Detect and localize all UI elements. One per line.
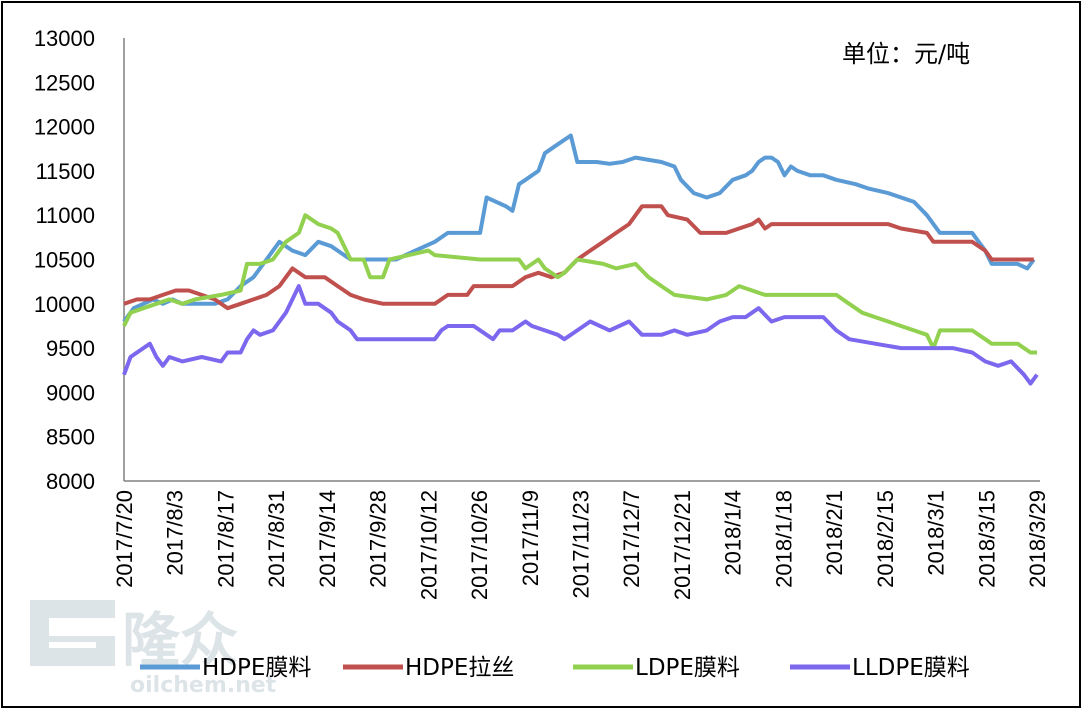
y-tick-label: 10000 bbox=[34, 292, 95, 317]
watermark-brand: 隆众 bbox=[122, 606, 238, 674]
x-tick-label: 2018/1/4 bbox=[721, 490, 746, 576]
series-line-1 bbox=[122, 133, 1036, 323]
series-line-2 bbox=[123, 204, 1034, 311]
x-tick-label: 2018/3/1 bbox=[924, 490, 949, 576]
x-tick-label: 2017/8/31 bbox=[264, 490, 289, 588]
x-tick-label: 2018/2/15 bbox=[873, 490, 898, 588]
y-tick-label: 11000 bbox=[35, 203, 95, 228]
y-tick-label: 8000 bbox=[46, 469, 95, 494]
x-tick-label: 2017/10/12 bbox=[416, 490, 441, 600]
series-lines bbox=[122, 133, 1039, 386]
legend-label: HDPE膜料 bbox=[202, 655, 311, 681]
watermark-logo-icon bbox=[30, 600, 115, 666]
x-tick-label: 2017/8/17 bbox=[213, 490, 238, 588]
x-tick-label: 2017/11/9 bbox=[518, 490, 543, 586]
x-tick-label: 2017/12/21 bbox=[670, 490, 695, 600]
x-tick-label: 2018/2/1 bbox=[822, 490, 847, 576]
legend-label: LDPE膜料 bbox=[635, 655, 740, 681]
unit-label: 单位：元/吨 bbox=[842, 40, 970, 68]
watermark-logo: 隆众 oilchem.net bbox=[30, 600, 277, 698]
x-tick-label: 2017/7/20 bbox=[112, 490, 137, 588]
y-tick-label: 13000 bbox=[34, 26, 95, 51]
y-tick-label: 12000 bbox=[34, 115, 95, 140]
legend-label: LLDPE膜料 bbox=[852, 655, 970, 681]
y-tick-label: 11500 bbox=[35, 159, 95, 184]
x-tick-labels: 2017/7/20 2017/8/3 2017/8/17 2017/8/31 2017/… bbox=[112, 490, 1050, 600]
series-line-4 bbox=[122, 284, 1039, 386]
x-tick-label: 2017/11/23 bbox=[569, 490, 594, 598]
x-tick-label: 2017/9/14 bbox=[315, 490, 340, 588]
y-tick-label: 9000 bbox=[46, 380, 95, 405]
watermark-site: oilchem.net bbox=[130, 673, 277, 698]
x-tick-label: 2017/10/26 bbox=[467, 490, 492, 600]
y-tick-label: 12500 bbox=[34, 70, 95, 95]
x-tick-label: 2017/9/28 bbox=[366, 490, 391, 588]
x-tick-label: 2018/3/15 bbox=[974, 490, 999, 588]
x-tick-label: 2018/1/18 bbox=[771, 490, 796, 588]
x-tick-label: 2017/12/7 bbox=[619, 490, 644, 588]
x-tick-label: 2018/3/29 bbox=[1025, 490, 1050, 588]
x-tick-label: 2017/8/3 bbox=[163, 490, 188, 576]
legend-label: HDPE拉丝 bbox=[405, 655, 514, 681]
series-line-3 bbox=[122, 213, 1037, 355]
y-tick-label: 8500 bbox=[46, 425, 95, 450]
y-tick-labels: 13000 12500 12000 11500 11000 10500 10000 9500 9… bbox=[34, 26, 95, 494]
legend: HDPE膜料 HDPE拉丝 LDPE膜料 LLDPE膜料 bbox=[140, 655, 970, 681]
y-tick-label: 9500 bbox=[46, 336, 95, 361]
y-tick-label: 10500 bbox=[34, 248, 95, 273]
